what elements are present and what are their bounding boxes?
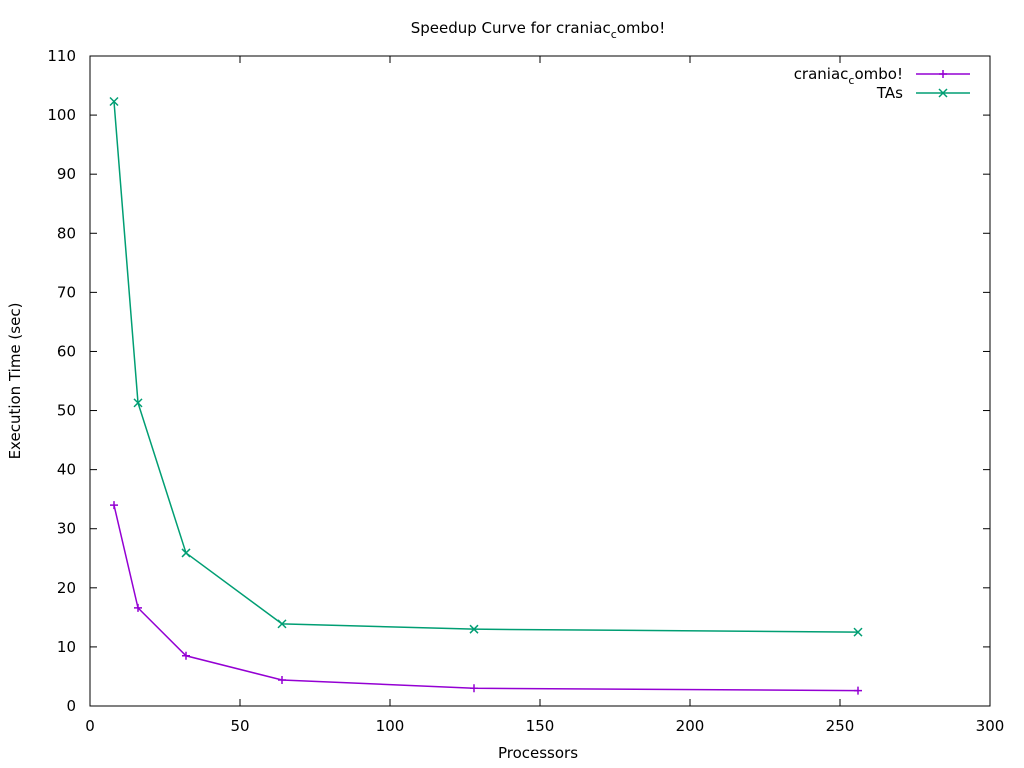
x-tick-label: 0 — [85, 717, 95, 735]
y-tick-label: 40 — [57, 461, 76, 479]
x-tick-label: 200 — [676, 717, 705, 735]
data-point — [854, 686, 862, 695]
y-tick-label: 80 — [57, 224, 76, 242]
y-tick-label: 60 — [57, 342, 76, 360]
x-tick-label: 50 — [230, 717, 249, 735]
y-axis-label: Execution Time (sec) — [6, 303, 24, 460]
x-tick-label: 150 — [526, 717, 555, 735]
plot-frame — [89, 55, 991, 707]
data-point — [469, 624, 479, 634]
series-line — [113, 504, 859, 692]
data-point — [133, 398, 143, 408]
chart-title: Speedup Curve for craniaccombo! — [411, 19, 666, 41]
series-craniaccombo — [110, 501, 862, 695]
legend-label: craniaccombo! — [794, 65, 903, 87]
series-tas — [109, 96, 863, 637]
y-tick-label: 70 — [57, 283, 76, 301]
data-point — [278, 676, 286, 684]
y-tick-label: 0 — [66, 697, 76, 715]
y-tick-label: 100 — [47, 106, 76, 124]
y-tick-label: 90 — [57, 165, 76, 183]
y-tick-label: 10 — [57, 638, 76, 656]
x-tick-label: 300 — [976, 717, 1005, 735]
y-axis: 0 10 20 30 40 50 60 70 80 90 100 110 — [47, 47, 990, 715]
data-point — [181, 548, 191, 558]
legend-marker — [939, 70, 947, 78]
y-tick-label: 20 — [57, 579, 76, 597]
data-point — [109, 96, 119, 107]
x-axis: 0 50 100 150 200 250 300 — [85, 56, 1004, 735]
data-point — [182, 651, 190, 660]
data-point — [853, 627, 863, 637]
legend-item-craniaccombo: craniaccombo! — [794, 65, 970, 87]
legend-item-tas: TAs — [876, 84, 970, 102]
y-tick-label: 50 — [57, 402, 76, 420]
legend-marker — [938, 88, 948, 98]
data-point — [277, 619, 287, 629]
x-axis-label: Processors — [498, 744, 578, 762]
y-tick-label: 110 — [47, 47, 76, 65]
data-point — [110, 501, 118, 510]
data-point — [470, 684, 478, 693]
x-tick-label: 100 — [376, 717, 405, 735]
legend-label: TAs — [876, 84, 903, 102]
series-line — [113, 101, 859, 633]
y-tick-label: 30 — [57, 520, 76, 538]
x-tick-label: 250 — [826, 717, 855, 735]
data-point — [134, 603, 142, 612]
series-layer — [109, 96, 863, 695]
legend: craniaccombo!TAs — [794, 65, 970, 102]
